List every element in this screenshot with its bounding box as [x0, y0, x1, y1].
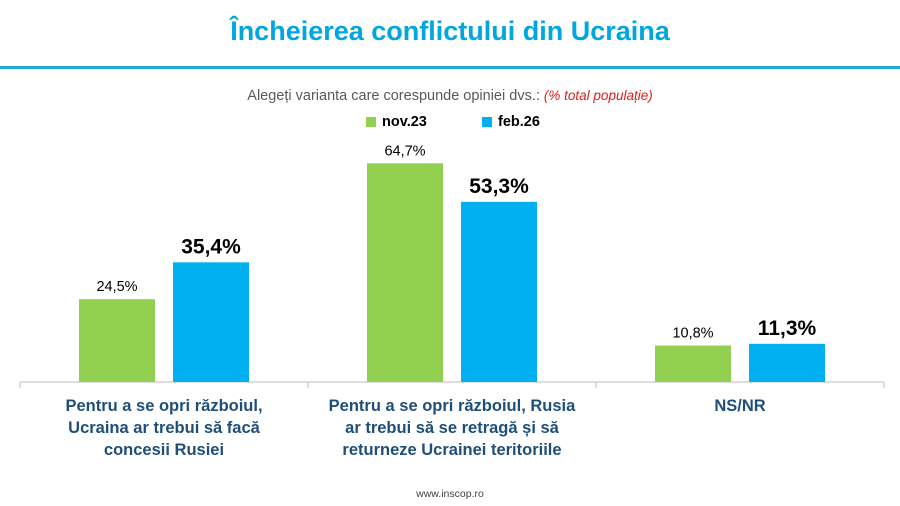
data-label-feb26-2: 11,3% — [758, 317, 817, 340]
category-label-0: Ucraina ar trebui să facă — [68, 419, 260, 437]
bar-feb26-0 — [173, 262, 249, 382]
title-divider — [0, 66, 900, 69]
chart-title: Încheierea conflictului din Ucraina — [230, 16, 670, 46]
legend: nov.23 feb.26 — [0, 114, 900, 134]
bar-nov23-2 — [655, 345, 731, 382]
legend-item-nov23: nov.23 — [366, 114, 427, 130]
legend-swatch-nov23 — [366, 117, 376, 127]
category-label-1: ar trebui să se retragă și să — [345, 419, 560, 437]
bar-nov23-0 — [79, 299, 155, 382]
bar-feb26-2 — [749, 343, 825, 382]
data-label-nov23-2: 10,8% — [672, 325, 713, 341]
subtitle-note: (% total populație) — [543, 88, 653, 103]
subtitle-text: Alegeți varianta care corespunde opiniei… — [247, 88, 540, 104]
bar-feb26-1 — [461, 201, 537, 382]
legend-label-feb26: feb.26 — [498, 114, 540, 130]
chart-subtitle: Alegeți varianta care corespunde opiniei… — [0, 88, 900, 104]
category-label-0: concesii Rusiei — [104, 441, 224, 459]
legend-item-feb26: feb.26 — [482, 114, 540, 130]
data-label-nov23-0: 24,5% — [96, 279, 137, 295]
legend-swatch-feb26 — [482, 117, 492, 127]
category-label-1: Pentru a se opri războiul, Rusia — [329, 397, 576, 415]
legend-label-nov23: nov.23 — [382, 114, 427, 130]
category-label-1: returneze Ucrainei teritoriile — [342, 441, 561, 459]
category-label-0: Pentru a se opri războiul, — [65, 397, 262, 415]
data-label-feb26-0: 35,4% — [181, 235, 241, 258]
bar-nov23-1 — [367, 163, 443, 382]
category-label-2: NS/NR — [714, 397, 765, 415]
footer-url: www.inscop.ro — [416, 488, 484, 500]
data-label-feb26-1: 53,3% — [469, 175, 529, 198]
data-label-nov23-1: 64,7% — [384, 143, 425, 159]
